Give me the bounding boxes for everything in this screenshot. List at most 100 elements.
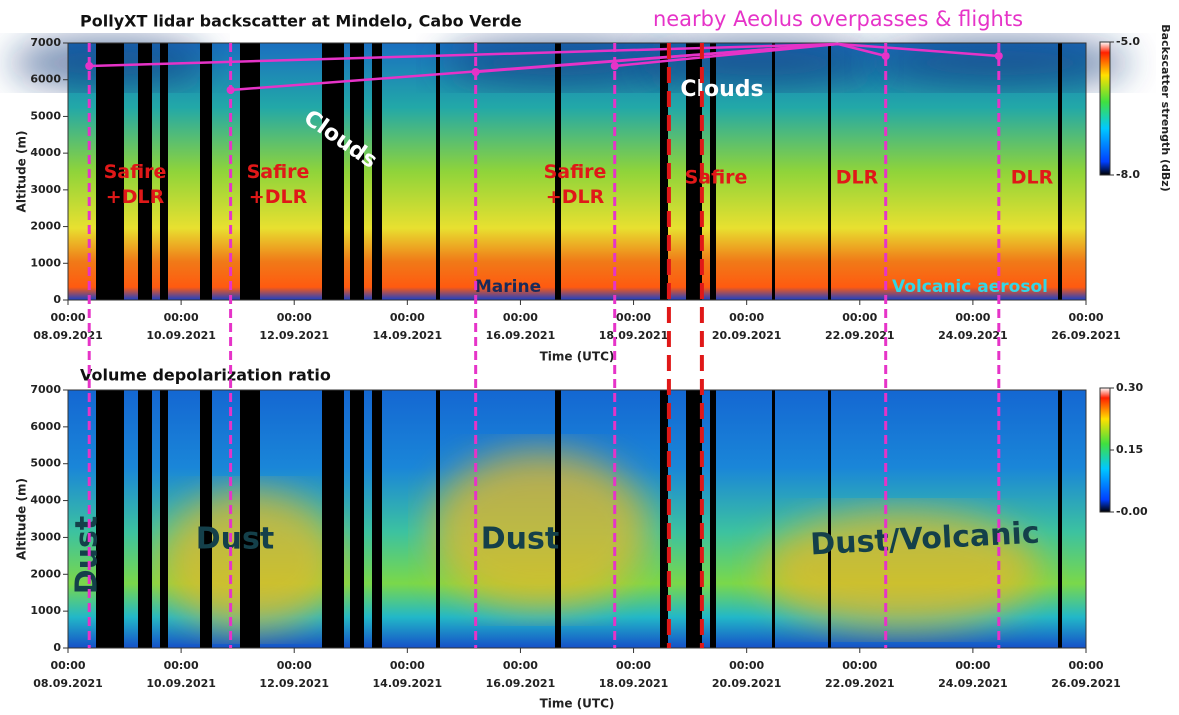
arrow-head xyxy=(85,62,93,70)
x-tick-label: 14.09.2021 xyxy=(373,329,443,342)
no-data-gap xyxy=(1058,390,1062,648)
x-tick-label: 12.09.2021 xyxy=(259,677,329,690)
arrow-head xyxy=(995,52,1003,60)
x-tick-label: 00:00 xyxy=(955,659,990,672)
y-tick-label: 4000 xyxy=(30,146,61,159)
no-data-gap xyxy=(372,43,382,300)
y-tick-label: 5000 xyxy=(30,109,61,122)
x-tick-label: 00:00 xyxy=(277,659,312,672)
no-data-gap xyxy=(436,390,440,648)
x-tick-label: 00:00 xyxy=(842,311,877,324)
x-tick-label: 18.09.2021 xyxy=(599,677,669,690)
y-tick-label: 1000 xyxy=(30,604,61,617)
colorbar-tick-label: 0.15 xyxy=(1116,443,1143,456)
x-tick-label: 14.09.2021 xyxy=(373,677,443,690)
arrow-head xyxy=(472,68,480,76)
x-tick-label: 00:00 xyxy=(503,311,538,324)
no-data-gap xyxy=(436,43,440,300)
colorbar-tick-label: 0.30 xyxy=(1116,381,1143,394)
x-tick-label: 08.09.2021 xyxy=(33,329,103,342)
x-tick-label: 00:00 xyxy=(277,311,312,324)
no-data-gap xyxy=(322,390,344,648)
colorbar-tick-label: -8.0 xyxy=(1116,168,1140,181)
x-tick-label: 18.09.2021 xyxy=(599,329,669,342)
no-data-gap xyxy=(200,390,212,648)
y-tick-label: 7000 xyxy=(30,383,61,396)
x-tick-label: 00:00 xyxy=(1068,659,1103,672)
annotation: +DLR xyxy=(546,186,605,208)
colorbar-tick-label: -0.00 xyxy=(1116,505,1148,518)
x-tick-label: 24.09.2021 xyxy=(938,329,1008,342)
no-data-gap xyxy=(160,390,168,648)
x-tick-label: 08.09.2021 xyxy=(33,677,103,690)
annotation: +DLR xyxy=(249,186,308,208)
no-data-gap xyxy=(828,43,831,300)
x-tick-label: 00:00 xyxy=(50,659,85,672)
annotation: Dust xyxy=(196,522,274,557)
y-tick-label: 7000 xyxy=(30,36,61,49)
annotation: Safire xyxy=(685,167,748,189)
y-tick-label: 5000 xyxy=(30,457,61,470)
x-tick-label: 00:00 xyxy=(164,659,199,672)
x-tick-label: 16.09.2021 xyxy=(486,329,556,342)
y-tick-label: 6000 xyxy=(30,420,61,433)
x-tick-label: 00:00 xyxy=(164,311,199,324)
y-axis-label: Altitude (m) xyxy=(15,131,29,213)
annotation: DLR xyxy=(836,167,879,189)
annotation: Dust xyxy=(481,522,559,557)
annotation: Dust xyxy=(70,516,105,594)
no-data-gap xyxy=(710,390,716,648)
x-tick-label: 00:00 xyxy=(390,311,425,324)
annotation: Safire xyxy=(247,161,310,183)
x-tick-label: 00:00 xyxy=(729,311,764,324)
y-tick-label: 6000 xyxy=(30,73,61,86)
overpass-header: nearby Aeolus overpasses & flights xyxy=(653,7,1023,31)
x-axis-label: Time (UTC) xyxy=(540,350,615,364)
no-data-gap xyxy=(138,390,152,648)
y-tick-label: 3000 xyxy=(30,530,61,543)
arrow-head xyxy=(611,62,619,70)
annotation: Safire xyxy=(544,161,607,183)
no-data-gap xyxy=(240,390,260,648)
x-tick-label: 24.09.2021 xyxy=(938,677,1008,690)
x-tick-label: 12.09.2021 xyxy=(259,329,329,342)
x-tick-label: 00:00 xyxy=(616,311,651,324)
y-tick-label: 0 xyxy=(53,293,61,306)
no-data-gap xyxy=(350,390,364,648)
y-axis-label: Altitude (m) xyxy=(15,478,29,560)
x-tick-label: 00:00 xyxy=(503,659,538,672)
no-data-gap xyxy=(686,390,702,648)
no-data-gap xyxy=(372,390,382,648)
colorbar xyxy=(1100,388,1110,512)
x-tick-label: 22.09.2021 xyxy=(825,677,895,690)
x-tick-label: 16.09.2021 xyxy=(486,677,556,690)
x-tick-label: 26.09.2021 xyxy=(1051,329,1121,342)
no-data-gap xyxy=(555,390,561,648)
no-data-gap xyxy=(200,43,212,300)
x-tick-label: 00:00 xyxy=(1068,311,1103,324)
no-data-gap xyxy=(660,390,668,648)
y-tick-label: 1000 xyxy=(30,256,61,269)
annotation: Marine xyxy=(475,277,541,297)
no-data-gap xyxy=(772,390,775,648)
x-tick-label: 20.09.2021 xyxy=(712,677,782,690)
chart-title: PollyXT lidar backscatter at Mindelo, Ca… xyxy=(80,12,522,31)
x-tick-label: 10.09.2021 xyxy=(146,677,216,690)
annotation: Safire xyxy=(104,161,167,183)
x-tick-label: 00:00 xyxy=(616,659,651,672)
x-tick-label: 26.09.2021 xyxy=(1051,677,1121,690)
y-tick-label: 0 xyxy=(53,641,61,654)
colorbar-tick-label: -5.0 xyxy=(1116,35,1140,48)
y-tick-label: 2000 xyxy=(30,567,61,580)
arrow-head xyxy=(882,52,890,60)
x-tick-label: 10.09.2021 xyxy=(146,329,216,342)
colorbar-label: Backscatter strength (dBz) xyxy=(1159,24,1172,191)
annotation: Clouds xyxy=(680,77,763,102)
figure: nearby Aeolus overpasses & flights Polly… xyxy=(0,0,1179,715)
chart-title: Volume depolarization ratio xyxy=(80,366,331,385)
x-tick-label: 20.09.2021 xyxy=(712,329,782,342)
x-tick-label: 22.09.2021 xyxy=(825,329,895,342)
annotation: DLR xyxy=(1011,167,1054,189)
no-data-gap xyxy=(772,43,775,300)
colorbar xyxy=(1100,42,1110,175)
